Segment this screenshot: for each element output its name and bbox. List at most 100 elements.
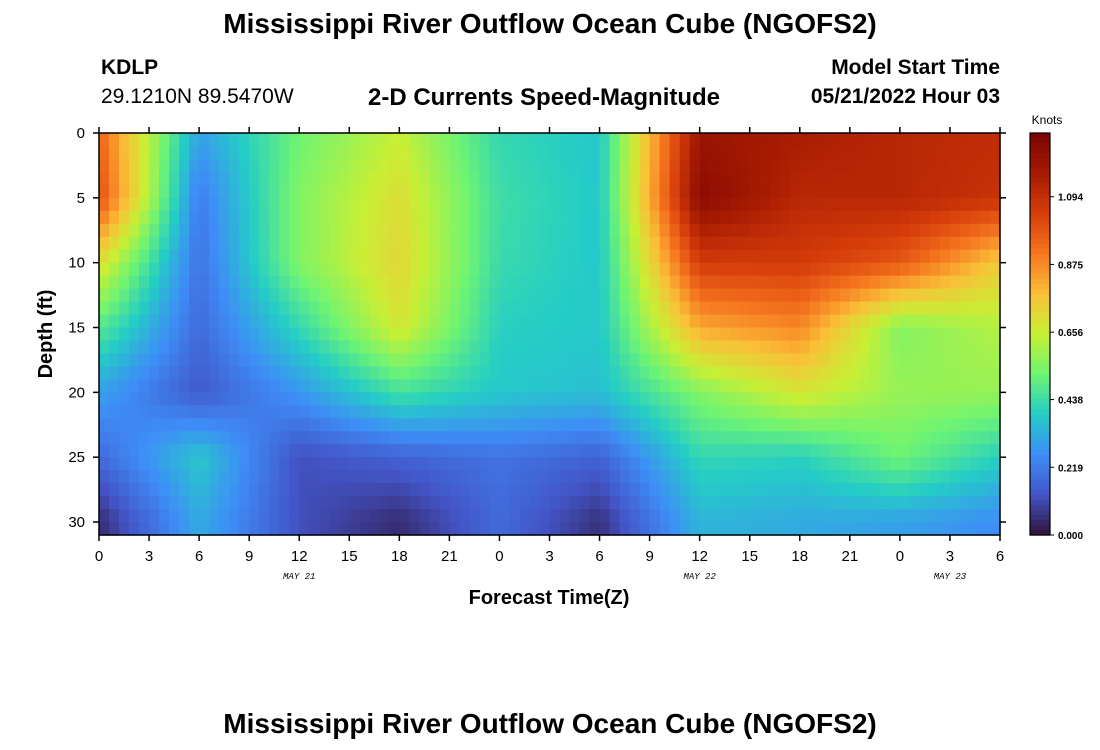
heatmap-cell <box>419 314 430 329</box>
heatmap-cell <box>579 327 591 342</box>
heatmap-cell <box>699 197 711 212</box>
heatmap-cell <box>179 444 190 458</box>
heatmap-cell <box>449 275 460 290</box>
heatmap-cell <box>419 470 430 484</box>
chart-title: Mississippi River Outflow Ocean Cube (NG… <box>223 8 877 39</box>
heatmap-cell <box>849 301 861 316</box>
heatmap-cell <box>659 431 671 445</box>
heatmap-cell <box>419 197 430 212</box>
heatmap-cell <box>649 197 661 212</box>
heatmap-cell <box>599 197 611 212</box>
heatmap-cell <box>289 483 300 497</box>
heatmap-cell <box>889 405 901 419</box>
heatmap-cell <box>969 496 981 510</box>
heatmap-cell <box>349 366 360 380</box>
heatmap-cell <box>749 133 761 147</box>
heatmap-cell <box>139 275 150 290</box>
heatmap-cell <box>829 262 841 277</box>
heatmap-cell <box>209 457 220 471</box>
heatmap-cell <box>939 496 951 510</box>
heatmap-cell <box>99 483 110 497</box>
heatmap-cell <box>619 366 631 380</box>
heatmap-cell <box>559 392 571 406</box>
heatmap-cell <box>329 327 340 342</box>
heatmap-cell <box>769 249 781 264</box>
heatmap-cell <box>899 444 911 458</box>
heatmap-cell <box>279 327 290 342</box>
heatmap-cell <box>949 392 961 406</box>
heatmap-cell <box>699 262 711 277</box>
heatmap-cell <box>269 210 280 225</box>
heatmap-cell <box>399 275 410 290</box>
heatmap-cell <box>409 133 420 147</box>
heatmap-cell <box>589 379 601 393</box>
heatmap-cell <box>809 288 821 303</box>
heatmap-cell <box>469 249 481 264</box>
heatmap-cell <box>299 470 310 484</box>
heatmap-cell <box>349 353 360 368</box>
heatmap-cell <box>979 509 991 523</box>
heatmap-cell <box>329 470 340 484</box>
heatmap-cell <box>959 262 971 277</box>
heatmap-cell <box>949 275 961 290</box>
heatmap-cell <box>139 197 150 212</box>
heatmap-cell <box>109 210 120 225</box>
heatmap-cell <box>609 184 621 199</box>
heatmap-cell <box>799 392 811 406</box>
heatmap-cell <box>889 457 901 471</box>
heatmap-cell <box>279 184 290 199</box>
heatmap-cell <box>369 171 380 186</box>
heatmap-cell <box>359 184 370 199</box>
heatmap-cell <box>139 249 150 264</box>
heatmap-cell <box>719 288 731 303</box>
heatmap-cell <box>259 133 270 147</box>
heatmap-cell <box>819 275 831 290</box>
heatmap-cell <box>219 392 230 406</box>
heatmap-cell <box>919 444 931 458</box>
heatmap-cell <box>159 223 170 238</box>
heatmap-cell <box>219 457 230 471</box>
heatmap-cell <box>599 158 611 173</box>
heatmap-cell <box>909 314 921 329</box>
heatmap-cell <box>659 483 671 497</box>
heatmap-cell <box>519 392 531 406</box>
heatmap-cell <box>299 483 310 497</box>
heatmap-cell <box>439 327 450 342</box>
heatmap-cell <box>569 496 581 510</box>
colorbar-segment <box>1030 394 1050 400</box>
heatmap-cell <box>699 418 711 432</box>
heatmap-cell <box>449 171 460 186</box>
heatmap-cell <box>149 288 160 303</box>
heatmap-cell <box>699 327 711 342</box>
heatmap-cell <box>929 210 941 225</box>
x-tick-label: 6 <box>195 548 203 565</box>
heatmap-cell <box>199 275 210 290</box>
heatmap-cell <box>269 158 280 173</box>
heatmap-cell <box>199 444 210 458</box>
heatmap-cell <box>749 405 761 419</box>
heatmap-cell <box>699 249 711 264</box>
heatmap-cell <box>889 470 901 484</box>
heatmap-cell <box>269 353 280 368</box>
heatmap-cell <box>219 301 230 316</box>
heatmap-cell <box>349 223 360 238</box>
heatmap-cell <box>389 340 400 355</box>
heatmap-cell <box>599 366 611 380</box>
heatmap-cell <box>329 340 340 355</box>
heatmap-cell <box>519 457 531 471</box>
heatmap-cell <box>599 314 611 329</box>
heatmap-cell <box>949 210 961 225</box>
heatmap-cell <box>739 249 751 264</box>
heatmap-cell <box>269 133 280 147</box>
heatmap-cell <box>929 288 941 303</box>
heatmap-cell <box>399 327 410 342</box>
heatmap-cell <box>469 379 481 393</box>
heatmap-cell <box>219 379 230 393</box>
heatmap-cell <box>909 418 921 432</box>
heatmap-cell <box>659 509 671 523</box>
heatmap-cell <box>709 509 721 523</box>
heatmap-cell <box>489 444 501 458</box>
heatmap-cell <box>149 470 160 484</box>
heatmap-cell <box>459 405 471 419</box>
heatmap-cell <box>99 275 110 290</box>
